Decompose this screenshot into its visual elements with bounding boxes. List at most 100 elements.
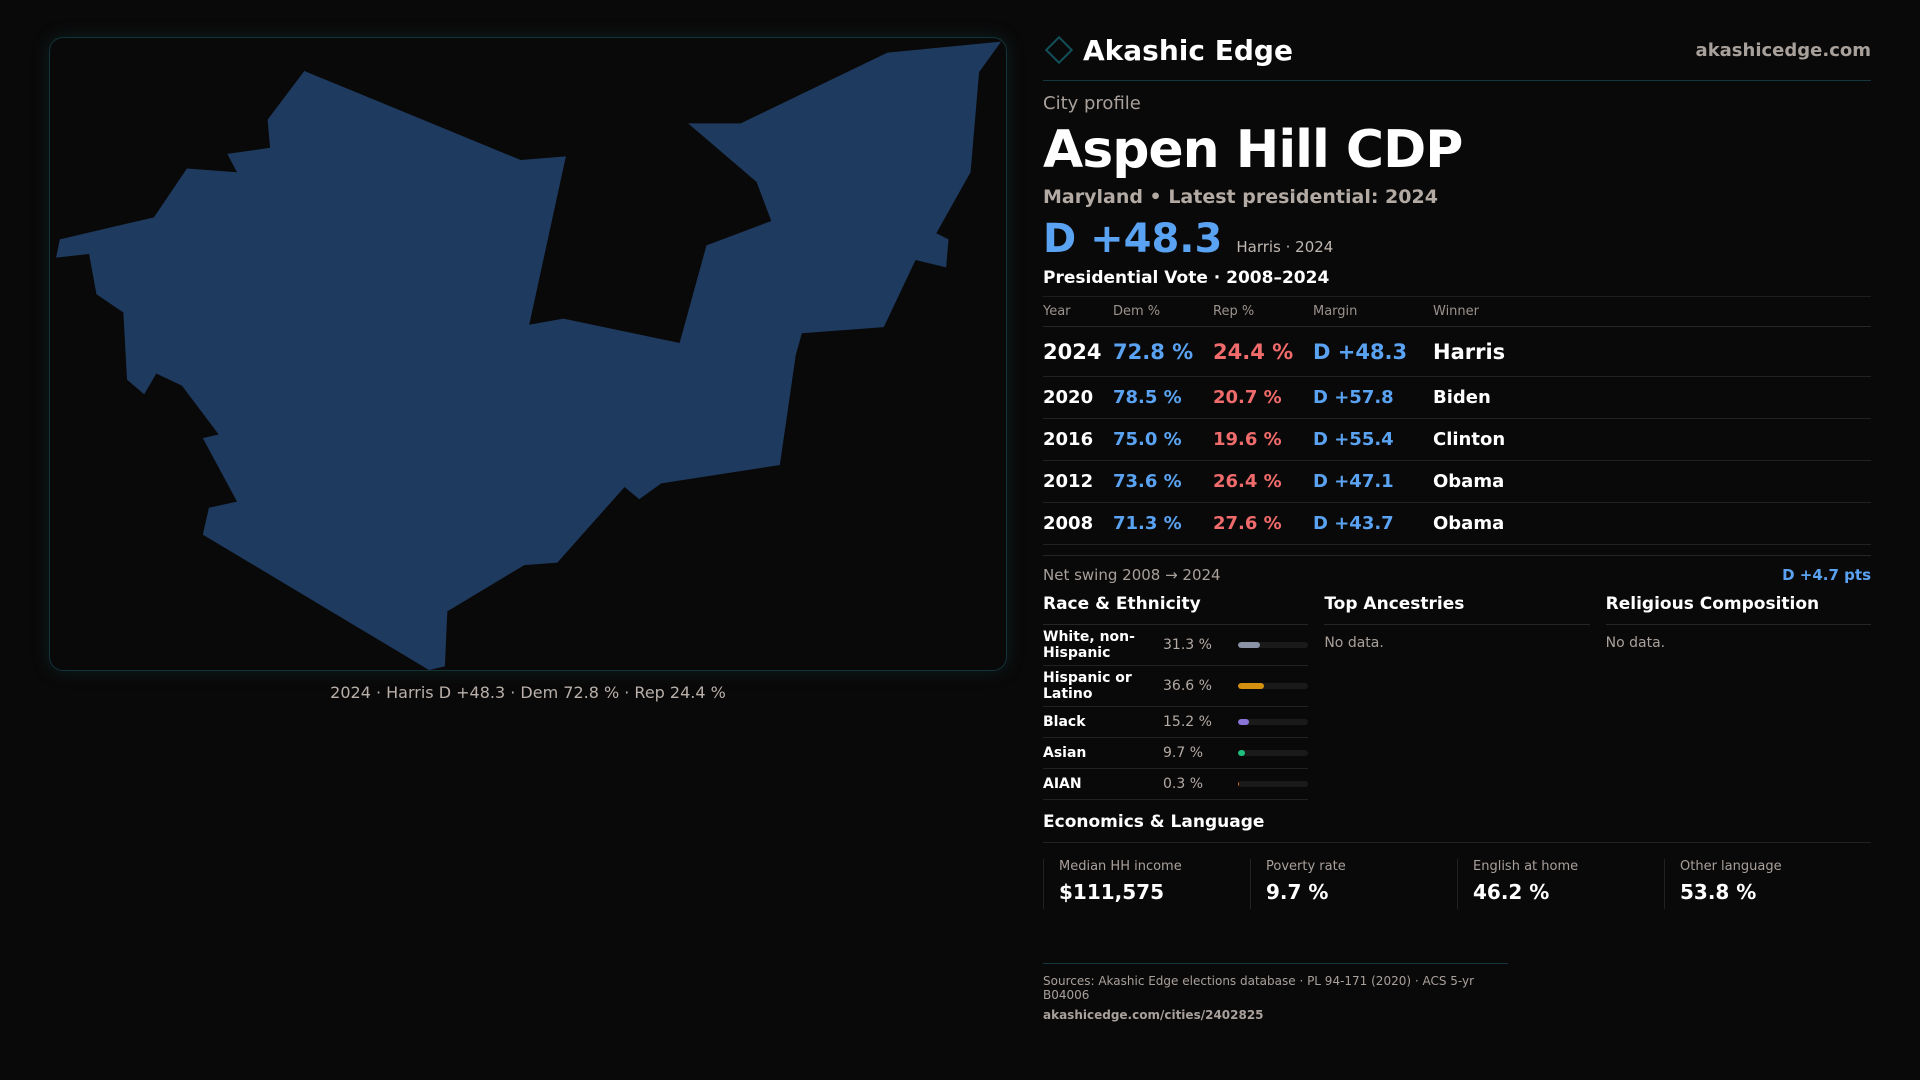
- race-bar-track: [1238, 719, 1309, 725]
- cell-dem: 71.3 %: [1113, 502, 1213, 545]
- stat-value: 46.2 %: [1473, 880, 1550, 904]
- ancestries-section: Top Ancestries No data.: [1324, 594, 1590, 800]
- race-section: Race & Ethnicity White, non-Hispanic 31.3…: [1043, 594, 1309, 800]
- race-bar-fill: [1238, 642, 1260, 648]
- column-header: Year: [1043, 296, 1113, 327]
- cell-dem: 78.5 %: [1113, 376, 1213, 419]
- header: Akashic Edge akashicedge.com: [1043, 30, 1871, 70]
- econ-title: Economics & Language: [1043, 812, 1871, 843]
- cell-winner: Harris: [1433, 326, 1871, 377]
- race-bar-track: [1238, 642, 1309, 648]
- ancestries-empty: No data.: [1324, 635, 1384, 651]
- column-header: Margin: [1313, 296, 1433, 327]
- page-url[interactable]: akashicedge.com/cities/2402825: [1043, 1008, 1264, 1022]
- profile-panel: Akashic Edge akashicedge.com City profil…: [1043, 30, 1871, 1022]
- cell-rep: 27.6 %: [1213, 502, 1313, 545]
- race-pct: 15.2 %: [1163, 714, 1212, 730]
- cell-year: 2024: [1043, 326, 1113, 377]
- stat-value: 9.7 %: [1266, 880, 1329, 904]
- cell-year: 2012: [1043, 460, 1113, 503]
- stat-value: $111,575: [1059, 880, 1165, 904]
- race-title: Race & Ethnicity: [1043, 594, 1309, 625]
- race-bar-track: [1238, 781, 1309, 787]
- race-label: Asian: [1043, 745, 1087, 761]
- econ-stat: Median HH income $111,575: [1043, 859, 1250, 909]
- cell-year: 2016: [1043, 418, 1113, 461]
- headline-margin: D +48.3 Harris · 2024: [1043, 216, 1871, 262]
- column-header: Dem %: [1113, 296, 1213, 327]
- race-row: AIAN 0.3 %: [1043, 769, 1309, 800]
- cell-winner: Clinton: [1433, 418, 1871, 461]
- cell-margin: D +55.4: [1313, 418, 1433, 461]
- ancestries-title: Top Ancestries: [1324, 594, 1590, 625]
- margin-value: D +48.3: [1043, 216, 1223, 262]
- race-label: Hispanic or Latino: [1043, 670, 1132, 702]
- stat-value: 53.8 %: [1680, 880, 1757, 904]
- site-link[interactable]: akashicedge.com: [1695, 39, 1871, 61]
- city-boundary-shape: [56, 41, 1002, 670]
- race-bar-fill: [1238, 781, 1239, 787]
- cell-rep: 26.4 %: [1213, 460, 1313, 503]
- swing-label: Net swing 2008 → 2024: [1043, 566, 1221, 584]
- vote-table: Year Dem % Rep % Margin Winner 2024 72.8 % 24.…: [1043, 296, 1871, 545]
- brand-name: Akashic Edge: [1083, 33, 1293, 67]
- map-svg: [56, 41, 1002, 670]
- cell-rep: 20.7 %: [1213, 376, 1313, 419]
- kicker: City profile: [1043, 93, 1141, 114]
- stat-label: English at home: [1473, 859, 1579, 874]
- page-title: Aspen Hill CDP: [1043, 120, 1463, 180]
- cell-winner: Biden: [1433, 376, 1871, 419]
- divider: [1043, 80, 1871, 81]
- cell-winner: Obama: [1433, 460, 1871, 503]
- cell-dem: 73.6 %: [1113, 460, 1213, 503]
- race-label: AIAN: [1043, 776, 1082, 792]
- cell-year: 2020: [1043, 376, 1113, 419]
- table-row: 2020 78.5 % 20.7 % D +57.8 Biden: [1043, 376, 1871, 419]
- map-caption: 2024 · Harris D +48.3 · Dem 72.8 % · Rep…: [330, 683, 726, 702]
- table-row: 2024 72.8 % 24.4 % D +48.3 Harris: [1043, 326, 1871, 377]
- cell-rep: 24.4 %: [1213, 326, 1313, 377]
- religion-title: Religious Composition: [1605, 594, 1871, 625]
- cell-margin: D +57.8: [1313, 376, 1433, 419]
- race-pct: 31.3 %: [1163, 637, 1212, 653]
- column-header: Rep %: [1213, 296, 1313, 327]
- vote-title: Presidential Vote · 2008–2024: [1043, 268, 1330, 288]
- race-pct: 9.7 %: [1163, 745, 1204, 761]
- cell-dem: 75.0 %: [1113, 418, 1213, 461]
- table-row: 2008 71.3 % 27.6 % D +43.7 Obama: [1043, 502, 1871, 545]
- cell-margin: D +43.7: [1313, 502, 1433, 545]
- race-label: Black: [1043, 714, 1086, 730]
- column-header: Winner: [1433, 296, 1871, 327]
- cell-year: 2008: [1043, 502, 1113, 545]
- race-pct: 36.6 %: [1163, 678, 1212, 694]
- race-bar-fill: [1238, 719, 1249, 725]
- religion-section: Religious Composition No data.: [1605, 594, 1871, 800]
- cell-dem: 72.8 %: [1113, 326, 1213, 377]
- race-bar-fill: [1238, 683, 1264, 689]
- cell-winner: Obama: [1433, 502, 1871, 545]
- race-label: White, non-Hispanic: [1043, 629, 1135, 661]
- table-row: 2016 75.0 % 19.6 % D +55.4 Clinton: [1043, 418, 1871, 461]
- subtitle: Maryland • Latest presidential: 2024: [1043, 186, 1438, 208]
- swing-value: D +4.7 pts: [1782, 566, 1871, 584]
- econ-stats: Median HH income $111,575 Poverty rate 9.7 …: [1043, 859, 1871, 909]
- race-pct: 0.3 %: [1163, 776, 1204, 792]
- race-row: Asian 9.7 %: [1043, 738, 1309, 769]
- margin-note: Harris · 2024: [1236, 238, 1334, 256]
- econ-stat: Poverty rate 9.7 %: [1250, 859, 1457, 909]
- econ-stat: Other language 53.8 %: [1664, 859, 1871, 909]
- sources: Sources: Akashic Edge elections database…: [1043, 974, 1475, 1002]
- race-bar-fill: [1238, 750, 1245, 756]
- city-boundary-map[interactable]: [49, 37, 1007, 671]
- race-row: Black 15.2 %: [1043, 707, 1309, 738]
- race-bar-track: [1238, 750, 1309, 756]
- cell-rep: 19.6 %: [1213, 418, 1313, 461]
- religion-empty: No data.: [1605, 635, 1666, 651]
- stat-label: Poverty rate: [1266, 859, 1346, 874]
- footer: Sources: Akashic Edge elections database…: [1043, 963, 1508, 1022]
- econ-stat: English at home 46.2 %: [1457, 859, 1664, 909]
- race-row: Hispanic or Latino 36.6 %: [1043, 666, 1309, 707]
- race-row: White, non-Hispanic 31.3 %: [1043, 625, 1309, 666]
- cell-margin: D +47.1: [1313, 460, 1433, 503]
- race-bar-track: [1238, 683, 1309, 689]
